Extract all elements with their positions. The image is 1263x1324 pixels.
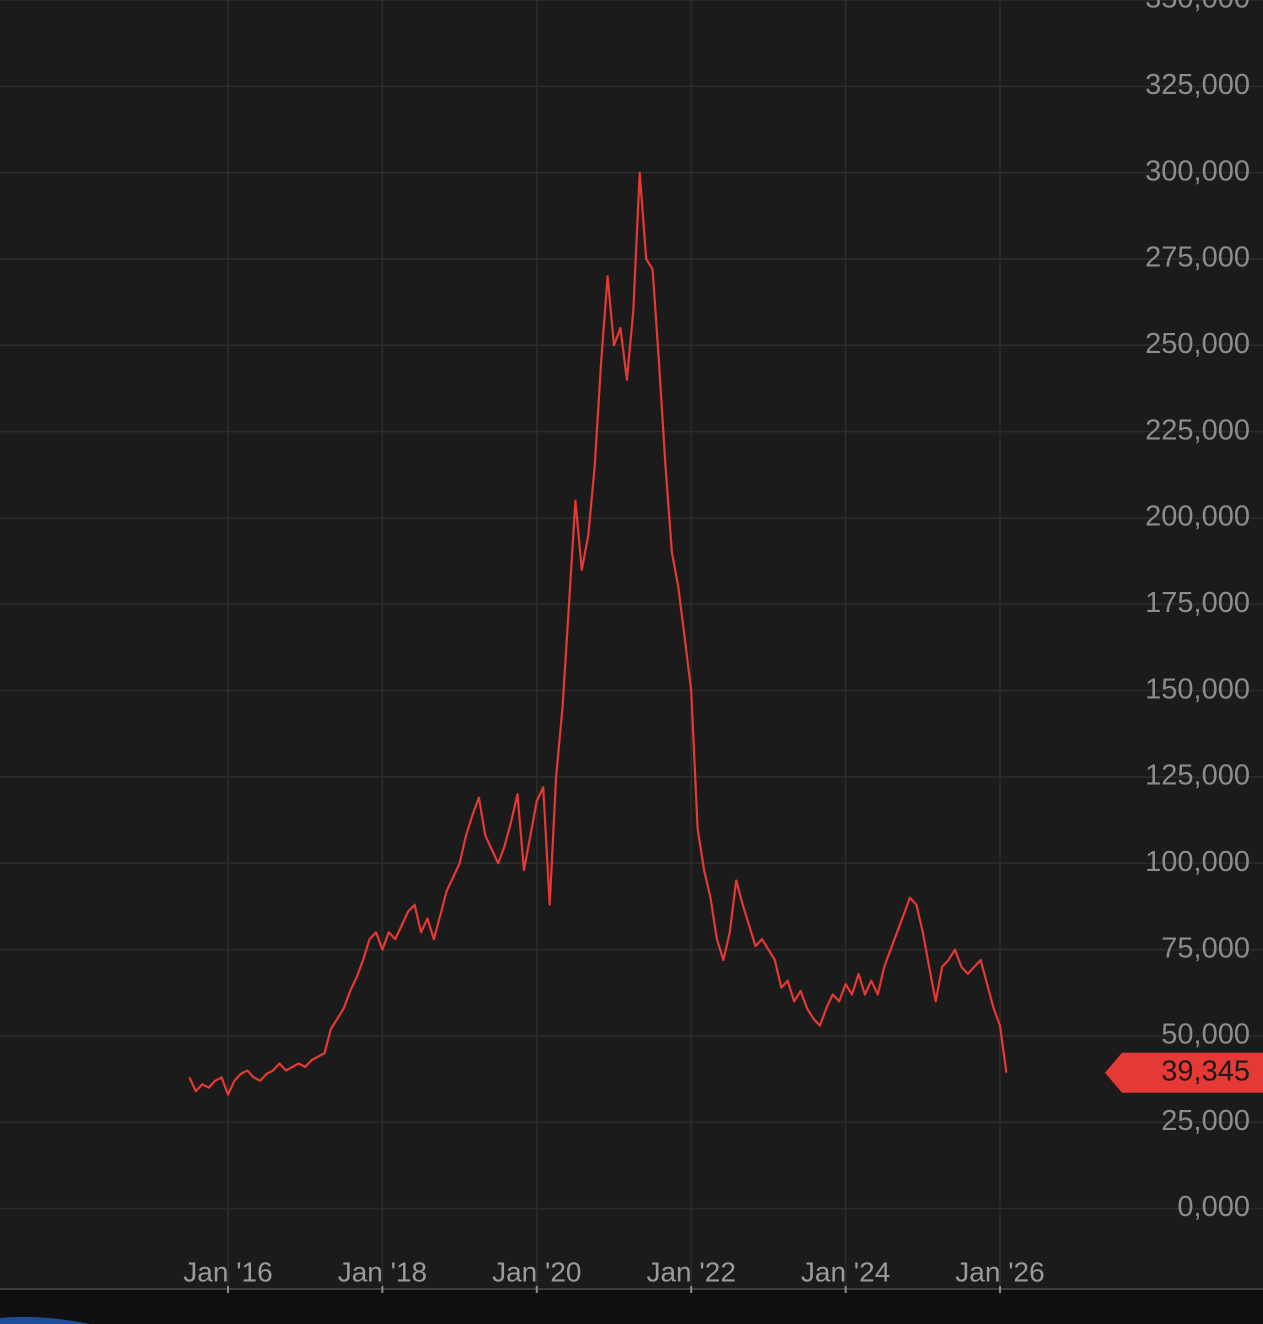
x-tick-label: Jan '16 (183, 1256, 272, 1287)
y-tick-label: 125,000 (1145, 760, 1250, 792)
y-tick-label: 0,000 (1177, 1191, 1250, 1223)
grid (0, 0, 1263, 1293)
price-line (188, 171, 1008, 1096)
labels: 0,000 25,000 50,000 75,000 100,000 125,000 150… (183, 0, 1263, 1287)
x-tick-label: Jan '20 (492, 1256, 581, 1287)
y-tick-label: 100,000 (1145, 846, 1250, 878)
y-tick-label: 350,000 (1145, 0, 1250, 15)
y-tick-label: 225,000 (1145, 414, 1250, 446)
y-tick-label: 250,000 (1145, 328, 1250, 360)
bottom-bar (0, 1290, 1263, 1324)
y-tick-label: 200,000 (1145, 501, 1250, 533)
y-tick-label: 150,000 (1145, 673, 1250, 705)
y-tick-label: 275,000 (1145, 242, 1250, 274)
y-tick-label: 50,000 (1161, 1019, 1250, 1051)
corner-tab (0, 1316, 90, 1324)
x-tick-label: Jan '22 (646, 1256, 735, 1287)
marks (188, 171, 1008, 1096)
y-tick-label: 325,000 (1145, 69, 1250, 101)
y-tick-label: 175,000 (1145, 587, 1250, 619)
x-tick-label: Jan '24 (801, 1256, 890, 1287)
y-tick-label: 75,000 (1161, 932, 1250, 964)
last-price-label: 39,345 (1161, 1055, 1250, 1087)
x-tick-label: Jan '26 (955, 1256, 1044, 1287)
plot-background (0, 0, 1263, 1290)
y-tick-label: 300,000 (1145, 155, 1250, 187)
x-tick-label: Jan '18 (338, 1256, 427, 1287)
y-tick-label: 25,000 (1161, 1105, 1250, 1137)
last-price-tag (1105, 1052, 1263, 1093)
